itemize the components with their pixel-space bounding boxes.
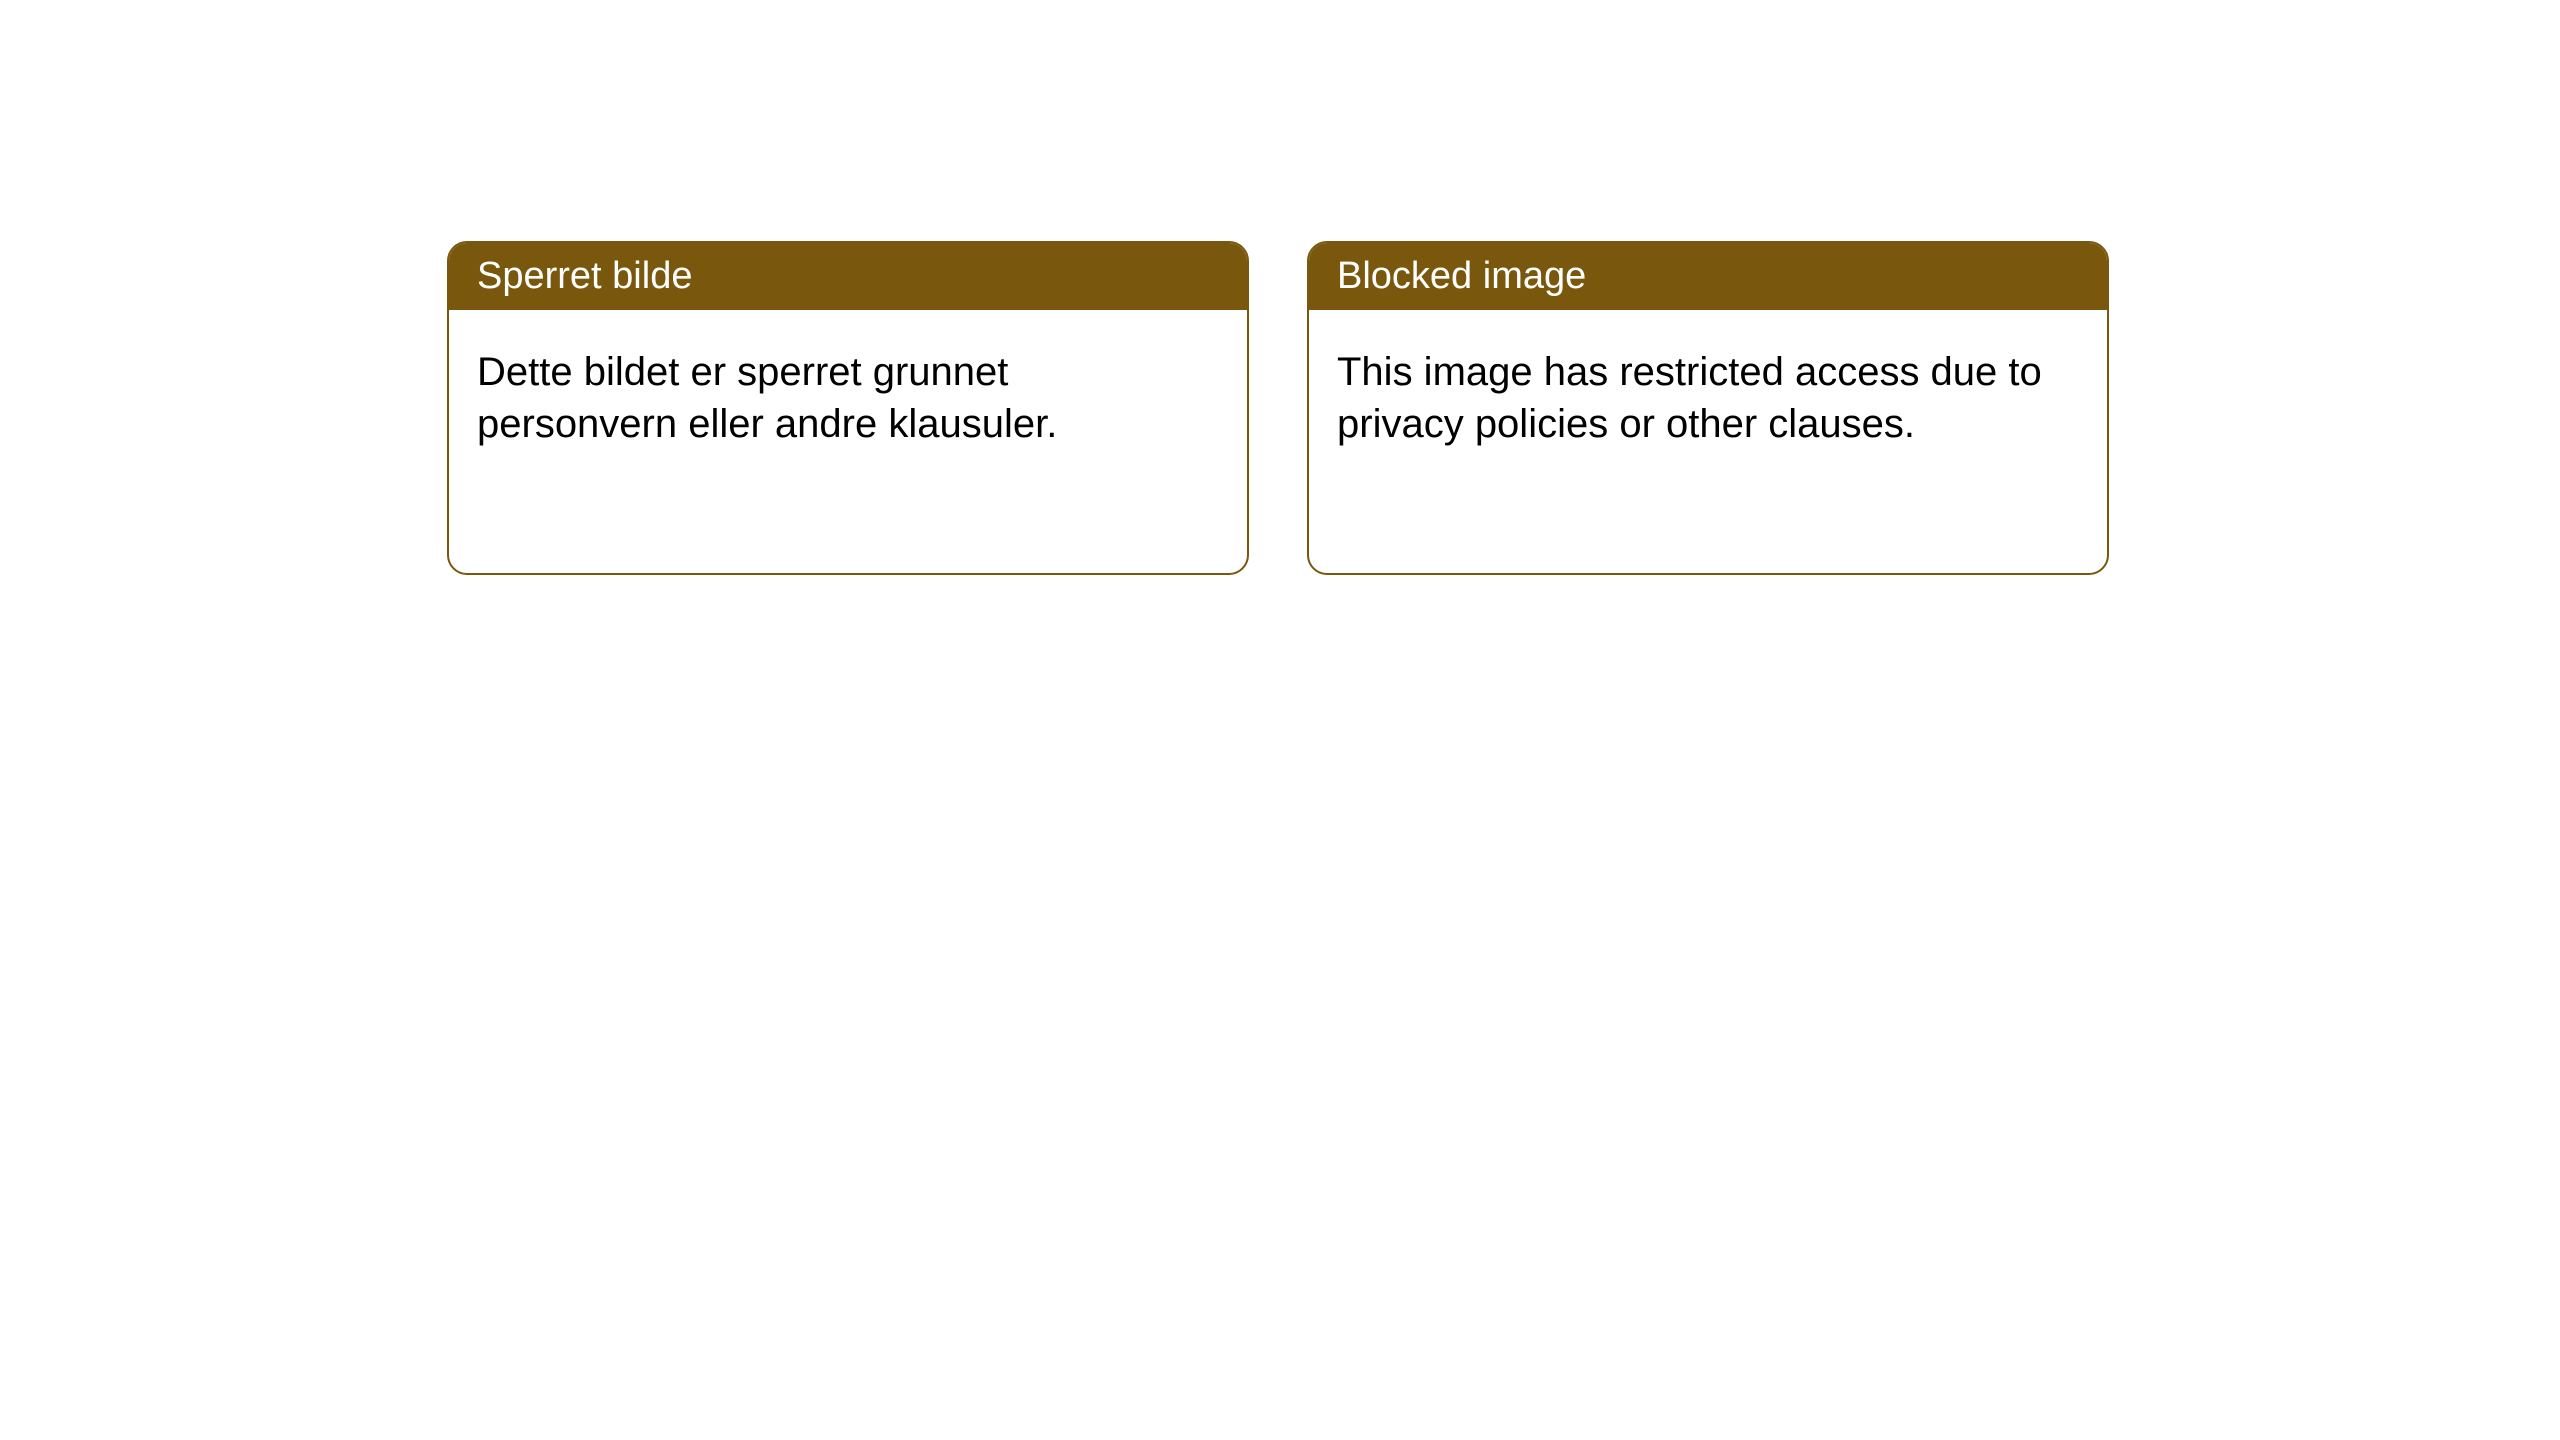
notice-container: Sperret bilde Dette bildet er sperret gr…	[0, 0, 2560, 575]
notice-header-norwegian: Sperret bilde	[449, 243, 1247, 310]
notice-body-english: This image has restricted access due to …	[1309, 310, 2107, 486]
notice-body-norwegian: Dette bildet er sperret grunnet personve…	[449, 310, 1247, 486]
notice-card-norwegian: Sperret bilde Dette bildet er sperret gr…	[447, 241, 1249, 575]
notice-card-english: Blocked image This image has restricted …	[1307, 241, 2109, 575]
notice-header-english: Blocked image	[1309, 243, 2107, 310]
